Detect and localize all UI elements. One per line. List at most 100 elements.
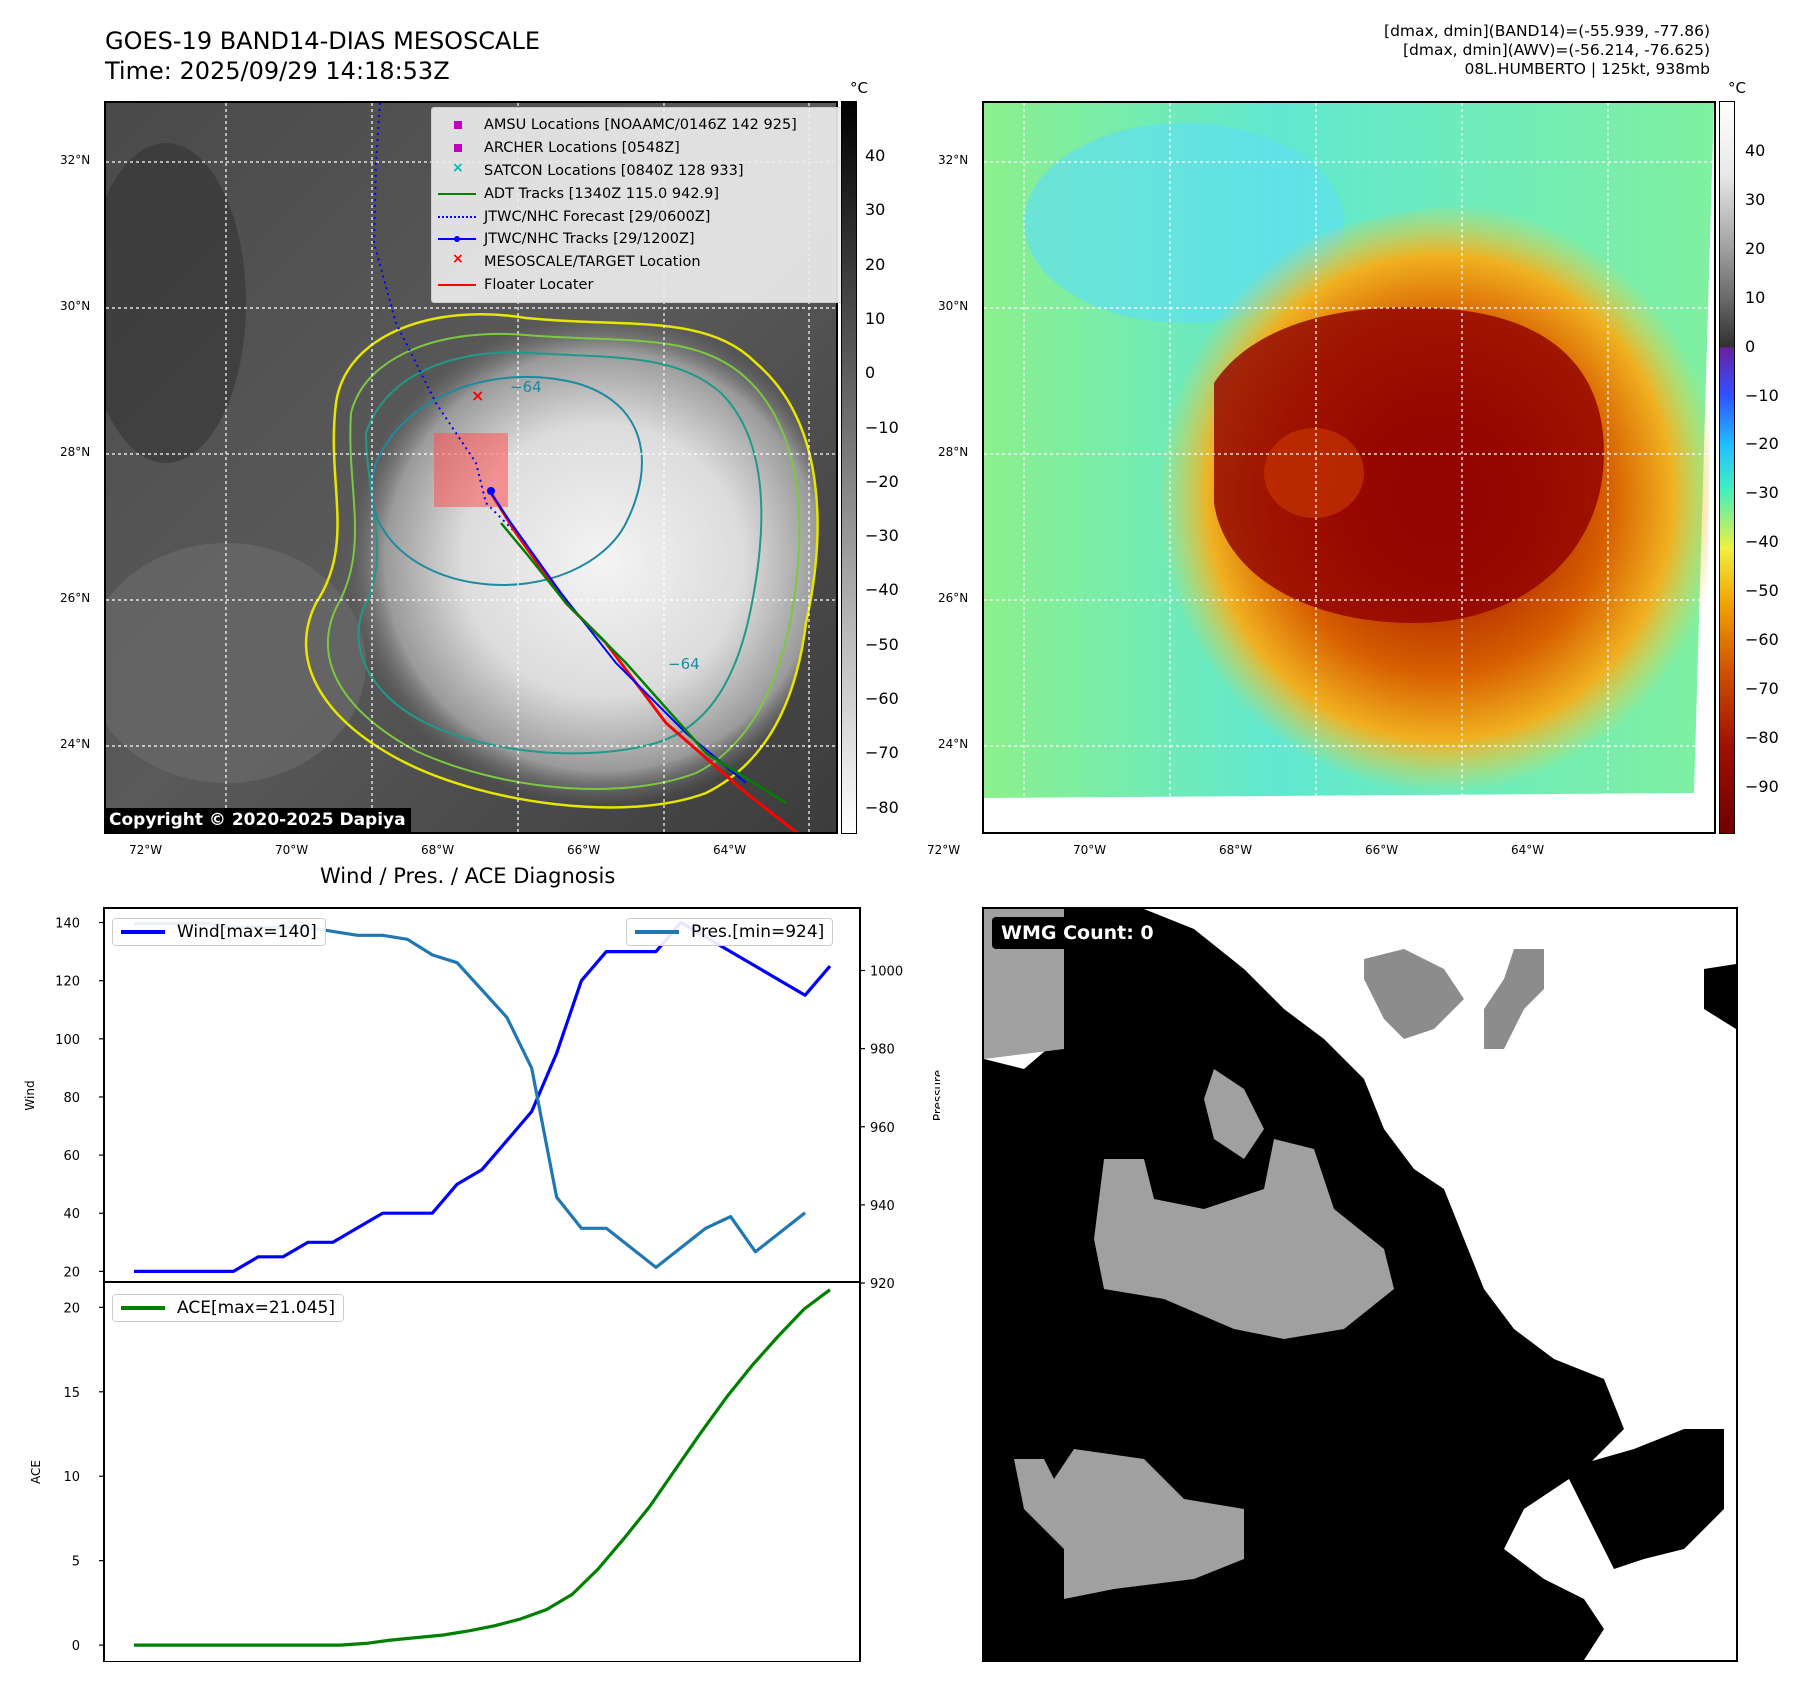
y-tick-label: 100 xyxy=(55,1033,80,1048)
lon-label: 68°W xyxy=(1219,843,1253,857)
square-marker-icon xyxy=(438,118,476,132)
chart-title: Wind / Pres. / ACE Diagnosis xyxy=(320,864,616,888)
colorbar-left-tick: −60 xyxy=(865,689,899,708)
series-line xyxy=(134,1288,831,1647)
info-line-awv: [dmax, dmin](AWV)=(-56.214, -76.625) xyxy=(1403,41,1710,59)
forecast-track xyxy=(372,103,527,544)
y-tick-label: 140 xyxy=(55,917,80,932)
colorbar-right-tick: 0 xyxy=(1745,336,1756,356)
legend-item-archer: ARCHER Locations [0548Z] xyxy=(438,137,834,160)
colorbar-left-tick: −10 xyxy=(865,417,899,437)
y-axis-label: ACE xyxy=(29,1460,43,1484)
lat-label: 24°N xyxy=(60,737,91,751)
colorbar-right-tick: −50 xyxy=(1745,581,1779,601)
colorbar-right-tick: −30 xyxy=(1745,483,1779,503)
legend-pressure: Pres.[min=924] xyxy=(626,918,834,946)
y-tick-label: 80 xyxy=(63,1091,80,1106)
colorbar-left-tick: −40 xyxy=(865,580,899,600)
y2-tick-label: 920 xyxy=(870,1277,895,1292)
colorbar-right-tick: −70 xyxy=(1745,678,1779,698)
colorbar-right-tick: −90 xyxy=(1745,776,1779,796)
line-icon xyxy=(438,278,476,292)
colorbar-right-tick: −60 xyxy=(1745,630,1779,649)
lon-label: 66°W xyxy=(567,843,601,857)
legend-item-floater: Floater Locater xyxy=(438,274,834,297)
line-dot-icon xyxy=(438,232,476,246)
info-line-band14: [dmax, dmin](BAND14)=(-55.939, -77.86) xyxy=(1384,22,1710,40)
colorbar-right-tick: −10 xyxy=(1745,385,1779,405)
x-marker-icon: × xyxy=(452,159,464,176)
y-tick-label: 20 xyxy=(63,1301,80,1316)
colorbar-left-tick: −30 xyxy=(865,526,899,546)
lat-label: 28°N xyxy=(938,445,969,459)
svg-text:−64: −64 xyxy=(668,655,700,673)
ace-chart: 0 5 10 15 20 ACE xyxy=(29,1281,861,1662)
legend-item-mesoscale: × MESOSCALE/TARGET Location xyxy=(438,251,834,274)
legend-wind: Wind[max=140] xyxy=(112,918,326,946)
legend-ace: ACE[max=21.045] xyxy=(112,1294,344,1322)
colorbar-left-tick: −80 xyxy=(865,797,899,817)
lon-label: 64°W xyxy=(1511,843,1545,857)
y-tick-label: 60 xyxy=(63,1149,80,1164)
y-tick-label: 15 xyxy=(63,1386,80,1401)
line-icon xyxy=(635,930,679,934)
colorbar-right xyxy=(1719,101,1735,834)
lat-label: 30°N xyxy=(60,299,91,313)
y2-tick-label: 940 xyxy=(870,1199,895,1214)
legend-item-amsu: AMSU Locations [NOAAMC/0146Z 142 925] xyxy=(438,114,834,137)
y2-tick-label: 980 xyxy=(870,1043,895,1058)
lon-label: 64°W xyxy=(713,843,747,857)
y-tick-label: 0 xyxy=(72,1639,80,1654)
lon-label: 70°W xyxy=(275,843,309,857)
wmg-count-label: WMG Count: 0 xyxy=(992,917,1163,949)
colorbar-unit-left: °C xyxy=(850,79,868,97)
wind-pressure-chart: 20 40 60 80 100 120 140 920 940 960 980 1000 Wind Pre… xyxy=(23,907,940,1292)
colorbar-left-tick: 10 xyxy=(865,308,886,328)
colorbar-right-tick: 20 xyxy=(1745,238,1766,258)
plot-frame xyxy=(103,907,861,1284)
colorbar-right-tick: 40 xyxy=(1745,141,1766,160)
lat-label: 32°N xyxy=(60,153,91,167)
legend-item-adt: ADT Tracks [1340Z 115.0 942.9] xyxy=(438,182,834,205)
lon-label: 68°W xyxy=(421,843,455,857)
lon-label: 72°W xyxy=(927,843,961,857)
colorbar-right-tick: −80 xyxy=(1745,727,1779,747)
lat-label: 32°N xyxy=(938,153,969,167)
y-tick-label: 120 xyxy=(55,975,80,990)
map-title-line2: Time: 2025/09/29 14:18:53Z xyxy=(105,57,450,85)
plot-frame xyxy=(103,1281,861,1662)
line-icon xyxy=(121,1306,165,1310)
y-tick-label: 5 xyxy=(72,1555,80,1570)
line-icon xyxy=(438,187,476,201)
copyright-label: Copyright © 2020-2025 Dapiya xyxy=(104,808,411,832)
lat-label: 30°N xyxy=(938,299,969,313)
y-tick-label: 10 xyxy=(63,1470,80,1485)
legend-item-satcon: × SATCON Locations [0840Z 128 933] xyxy=(438,160,834,183)
legend-item-forecast: JTWC/NHC Forecast [29/0600Z] xyxy=(438,205,834,228)
colorbar-right-tick: 30 xyxy=(1745,189,1766,209)
lat-label: 26°N xyxy=(60,591,91,605)
info-line-storm: 08L.HUMBERTO | 125kt, 938mb xyxy=(1464,60,1711,78)
wmg-panel xyxy=(982,907,1738,1662)
line-icon xyxy=(121,930,165,934)
y-tick-label: 40 xyxy=(63,1207,80,1222)
floater-box xyxy=(434,433,508,507)
info-block: [dmax, dmin](BAND14)=(-55.939, -77.86) [… xyxy=(1384,22,1710,79)
y2-axis-label: Pressure xyxy=(931,1070,940,1121)
lon-label: 70°W xyxy=(1073,843,1107,857)
svg-text:×: × xyxy=(471,386,484,405)
y2-tick-label: 1000 xyxy=(870,965,903,980)
awv-map-image xyxy=(984,103,1714,832)
colorbar-unit-right: °C xyxy=(1728,79,1746,97)
colorbar-left-tick: 30 xyxy=(865,200,886,220)
colorbar-right-tick: −20 xyxy=(1745,434,1779,454)
lat-label: 24°N xyxy=(938,737,969,751)
lon-label: 72°W xyxy=(129,843,163,857)
colorbar-left-tick: 40 xyxy=(865,146,886,165)
y2-tick-label: 960 xyxy=(870,1121,895,1136)
square-marker-icon xyxy=(438,141,476,155)
map-legend: AMSU Locations [NOAAMC/0146Z 142 925] AR… xyxy=(431,107,843,304)
lat-label: 26°N xyxy=(938,591,969,605)
colorbar-left xyxy=(841,101,857,834)
colorbar-left-tick: 0 xyxy=(865,363,876,383)
